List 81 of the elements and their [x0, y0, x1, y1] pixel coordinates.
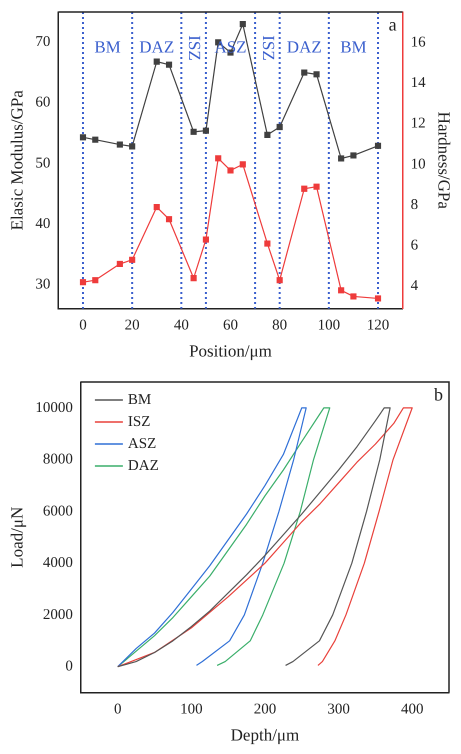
y-axis-title: Elasic Modulus/GPa — [8, 90, 27, 230]
x-tick-label: 80 — [272, 318, 288, 334]
legend-label: DAZ — [128, 458, 159, 474]
annotation: ISZ — [258, 35, 278, 61]
x-tick-label: 20 — [124, 318, 140, 334]
x-tick-label: 100 — [180, 702, 203, 718]
point — [92, 136, 98, 143]
annotation: a — [388, 14, 397, 35]
point — [350, 152, 357, 159]
point — [166, 216, 172, 222]
point — [338, 155, 344, 162]
point — [116, 141, 123, 148]
x-tick-label: 60 — [223, 318, 238, 334]
point — [313, 71, 320, 78]
x-tick-label: 0 — [114, 702, 122, 718]
point — [313, 184, 320, 190]
point — [116, 260, 123, 267]
point — [338, 287, 344, 294]
point — [374, 142, 382, 149]
annotation: BM — [340, 37, 367, 56]
y-tick-label: 4000 — [42, 555, 73, 572]
y2-tick-label: 8 — [410, 196, 418, 213]
point — [190, 128, 197, 135]
point — [350, 293, 357, 300]
point — [202, 128, 209, 134]
point — [276, 277, 283, 284]
y-axis-title: Load/μN — [8, 506, 27, 568]
point — [301, 186, 308, 192]
point — [264, 132, 270, 138]
point — [215, 155, 222, 162]
point — [154, 204, 160, 210]
point — [129, 143, 136, 150]
legend-label: ASZ — [128, 436, 156, 452]
point — [154, 58, 160, 65]
legend-label: BM — [128, 392, 152, 408]
point — [374, 295, 382, 302]
y2-tick-label: 16 — [410, 34, 426, 50]
x-axis-title: Position/μm — [189, 341, 272, 360]
x-axis-title: Depth/μm — [230, 725, 300, 744]
point — [80, 279, 86, 286]
y2-axis-title: Hardness/GPa — [434, 112, 454, 210]
point — [190, 275, 197, 282]
annotation: ISZ — [185, 35, 204, 61]
y2-tick-label: 12 — [410, 116, 426, 132]
x-tick-label: 200 — [254, 702, 276, 718]
y-tick-label: 8000 — [42, 452, 73, 468]
annotation: DAZ — [139, 37, 174, 56]
point — [301, 69, 308, 76]
y-tick-label: 2000 — [42, 606, 73, 623]
annotation: BM — [94, 37, 121, 56]
point — [264, 240, 270, 247]
x-tick-label: 400 — [400, 702, 424, 718]
y2-tick-label: 4 — [410, 278, 419, 294]
x-tick-label: 120 — [366, 318, 390, 334]
y-tick-label: 50 — [35, 155, 50, 172]
x-tick-label: 300 — [327, 702, 350, 718]
point — [92, 277, 98, 284]
x-tick-label: 40 — [174, 318, 189, 334]
annotation: b — [434, 384, 443, 405]
point — [240, 21, 246, 28]
y-tick-label: 6000 — [42, 503, 73, 520]
y-tick-label: 70 — [35, 34, 50, 50]
y-tick-label: 40 — [35, 216, 50, 232]
point — [276, 124, 283, 130]
point — [80, 134, 86, 140]
y-tick-label: 0 — [65, 658, 73, 675]
point — [166, 62, 172, 68]
y-tick-label: 60 — [35, 94, 50, 111]
point — [129, 256, 136, 263]
point — [240, 161, 246, 168]
point — [202, 236, 209, 243]
x-tick-label: 100 — [318, 318, 340, 334]
legend-label: ISZ — [128, 414, 150, 430]
y2-tick-label: 6 — [410, 238, 419, 254]
y2-tick-label: 10 — [410, 156, 426, 172]
y2-tick-label: 14 — [410, 75, 426, 92]
y-tick-label: 10000 — [35, 400, 73, 416]
y-tick-label: 30 — [35, 276, 50, 292]
point — [227, 167, 234, 174]
x-tick-label: 0 — [79, 318, 87, 334]
annotation: DAZ — [286, 37, 322, 56]
